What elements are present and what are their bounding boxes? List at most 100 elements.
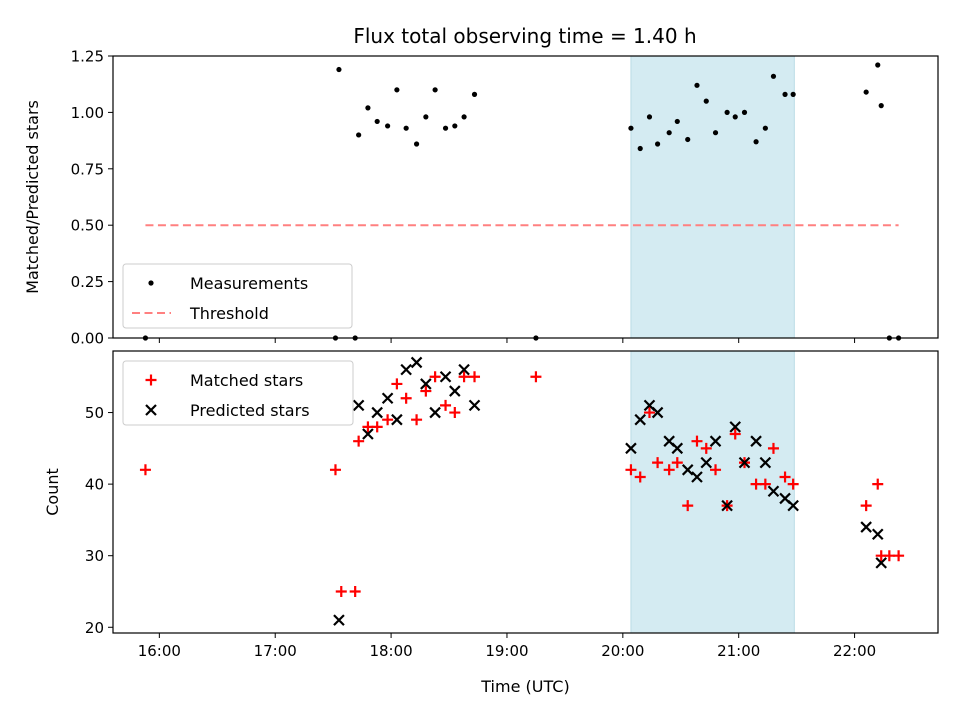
bottom-series-0-point [634,471,646,483]
top-ytick-label: 0.50 [71,217,104,235]
bottom-series-1-point [371,406,383,419]
top-series-0-point [878,103,884,109]
top-series-0-point [694,82,700,88]
bottom-axes-frame [112,350,939,634]
bottom-series-1-point [759,456,772,469]
top-series-0-point [452,123,458,129]
bottom-xtick-label: 20:00 [601,642,644,660]
bottom-series-0-point [625,464,637,476]
bottom-series-1-point [458,363,470,376]
top-series-0-point [423,114,429,120]
top-series-0-point [637,145,643,152]
bottom-series-1-point [352,399,365,412]
top-series-0-point [336,66,342,73]
top-series-0-point [654,141,661,147]
bottom-ytick-label: 20 [85,619,104,637]
bottom-series-0-point [411,414,423,426]
bottom-series-0-point [872,478,884,490]
bottom-shaded-span [630,350,795,634]
bottom-xlabel: Time (UTC) [480,677,569,696]
bottom-series-0-point [400,392,412,404]
bottom-series-0-point [382,414,394,426]
bottom-series-0-point [729,428,741,440]
bottom-series-1-point [729,421,742,433]
bottom-series-1-point [767,485,780,498]
bottom-xtick-label: 21:00 [717,642,760,660]
bottom-series-1-point [429,406,441,419]
bottom-ylabel: Count [43,468,62,516]
bottom-series-0-point [353,435,365,447]
bottom-series-0-point [139,464,151,476]
bottom-series-1-point [860,521,872,533]
bottom-legend-handle [145,374,157,386]
bottom-series-1-point [625,442,637,455]
top-series-0-point [703,98,709,104]
bottom-series-0-point [449,407,461,419]
bottom-series-1-point [381,392,394,405]
top-series-0-point [413,141,420,147]
bottom-series-1-point [871,528,884,541]
top-legend-label: Threshold [189,304,269,323]
top-series-0-point [685,136,691,143]
top-series-0-point [365,105,371,111]
bottom-series-0-point [440,399,452,411]
bottom-series-0-point [663,464,675,476]
bottom-legend-label: Predicted stars [190,401,310,420]
bottom-series-1-point [750,435,762,447]
top-series-0-point [374,118,380,125]
top-series-0-point [403,125,409,131]
bottom-series-0-point [530,371,542,383]
top-legend-label: Measurements [190,274,308,293]
bottom-series-0-point [469,371,481,383]
bottom-legend-handle [145,404,157,416]
bottom-series-0-point [860,500,872,512]
bottom-xtick-label: 22:00 [833,642,876,660]
bottom-series-1-point [681,464,694,476]
bottom-series-1-point [420,378,432,390]
bottom-series-0-point [893,550,905,562]
top-series-0-point [666,130,672,136]
bottom-series-1-point [333,614,345,626]
bottom-series-0-point [349,585,361,597]
top-shaded-span [630,55,795,339]
chart-title: Flux total observing time = 1.40 h [353,24,696,48]
bottom-series-0-point [671,457,683,469]
bottom-series-1-point [651,406,664,419]
bottom-series-0-point [329,464,341,476]
bottom-series-1-point [362,428,374,440]
bottom-series-1-point [787,499,799,512]
top-series-0-point [712,130,719,136]
top-legend: Measurements Threshold [122,263,353,329]
top-series-0-point [385,123,391,129]
bottom-series-0-point [391,378,403,390]
top-series-0-point [770,73,777,79]
bottom-legend-box [122,360,354,426]
top-series-0-point [628,125,634,131]
top-series-0-point [724,109,730,115]
bottom-series-0-point [682,500,694,512]
top-series-0-point [732,114,738,120]
top-panel: 0.00 0.25 0.50 0.75 1.00 1.25 Matched/Predicte… [23,48,939,348]
top-series-0-point [471,91,478,97]
top-series-0-point [461,114,467,120]
bottom-series-1-point [449,385,461,397]
bottom-ytick-label: 30 [85,547,104,565]
bottom-series-0-point [362,421,374,433]
bottom-series-1-point [700,456,713,469]
top-series-0-point [442,125,449,131]
bottom-series-0-point [691,435,703,447]
bottom-series-1-point [738,456,751,469]
bottom-series-0-point [767,442,779,454]
bottom-legend: Matched stars Predicted stars [122,360,354,426]
bottom-series-0-point [371,421,383,433]
bottom-series-1-point [468,399,481,412]
top-series-0-point [646,114,653,120]
top-series-0-point [674,118,680,125]
top-series-0-point [762,125,768,131]
bottom-ytick-label: 40 [85,476,104,494]
bottom-series-0-point [750,478,762,490]
bottom-panel: 20 30 40 50 16:00 17:00 18:00 19:00 20:00 21:00 22… [43,350,939,696]
top-axes-frame [112,55,939,339]
top-ytick-label: 0.75 [71,160,104,178]
